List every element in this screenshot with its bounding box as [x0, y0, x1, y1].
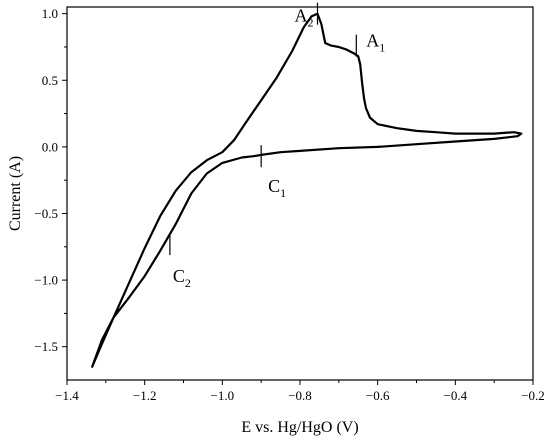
x-tick-label: −0.8 — [288, 388, 312, 403]
x-tick-label: −1.0 — [211, 388, 235, 403]
y-tick-label: 0.0 — [42, 139, 58, 154]
y-tick-label: −1.5 — [34, 339, 58, 354]
y-tick-label: 1.0 — [42, 6, 58, 21]
y-tick-label: −0.5 — [34, 206, 58, 221]
annotation-label: A2 — [294, 6, 313, 30]
annotation-label: A1 — [366, 31, 385, 55]
x-tick-label: −1.4 — [55, 388, 79, 403]
annotation-label: C1 — [268, 176, 286, 200]
curve-layer — [91, 12, 523, 368]
cv-curve — [91, 12, 523, 368]
y-tick-label: 0.5 — [42, 73, 58, 88]
plot-frame — [66, 6, 534, 381]
x-tick-label: −1.2 — [133, 388, 157, 403]
x-tick-label: −0.6 — [366, 388, 390, 403]
y-axis-title: Current (A) — [7, 156, 24, 231]
annotation-layer: A1 A2 C1 C2 — [169, 2, 385, 290]
ticks-layer: −1.4 −1.2 −1.0 −0.8 −0.6 −0.4 −0.2 1.0 0.5 0.0 −0.… — [34, 6, 544, 403]
x-tick-label: −0.4 — [444, 388, 468, 403]
x-axis-title: E vs. Hg/HgO (V) — [241, 419, 358, 436]
x-tick-label: −0.2 — [521, 388, 545, 403]
annotation-label: C2 — [173, 266, 191, 290]
y-tick-label: −1.0 — [34, 273, 58, 288]
